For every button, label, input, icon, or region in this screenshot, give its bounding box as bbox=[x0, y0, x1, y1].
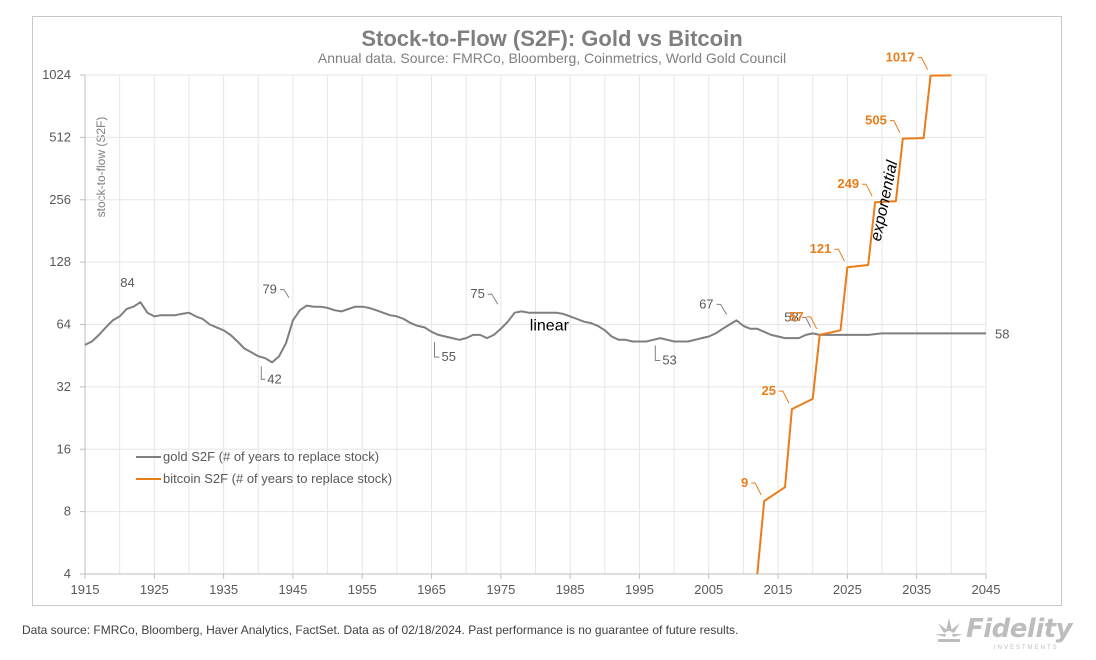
annotation-leader-line bbox=[487, 293, 499, 305]
gold-annotation-label: 42 bbox=[267, 371, 281, 386]
x-tick-label: 1915 bbox=[71, 582, 100, 597]
fidelity-logo: Fidelity INVESTMENTS bbox=[932, 612, 1092, 652]
x-tick-label: 1925 bbox=[140, 582, 169, 597]
series-lines bbox=[84, 74, 986, 575]
y-tick-label: 16 bbox=[57, 441, 71, 456]
x-tick-label: 1975 bbox=[486, 582, 515, 597]
x-tick-label: 2015 bbox=[764, 582, 793, 597]
bitcoin-annotation-label: 249 bbox=[837, 176, 859, 191]
annotation-leader-line bbox=[862, 183, 873, 197]
fidelity-pyramid-icon bbox=[935, 618, 963, 642]
x-tick-label: 2035 bbox=[902, 582, 931, 597]
footer-note: Data source: FMRCo, Bloomberg, Haver Ana… bbox=[22, 623, 739, 637]
y-axis-label: stock-to-flow (S2F) bbox=[94, 117, 108, 218]
x-tick-label: 1985 bbox=[556, 582, 585, 597]
bitcoin-annotation-label: 505 bbox=[865, 113, 887, 128]
annotation-leader-line bbox=[654, 345, 661, 361]
annotation-leader-line bbox=[778, 390, 790, 404]
x-tick-label: 1955 bbox=[348, 582, 377, 597]
y-tick-label: 64 bbox=[57, 317, 71, 332]
bitcoin-annotation-label: 1017 bbox=[886, 50, 915, 65]
gold-annotation-label: 53 bbox=[662, 352, 676, 367]
bitcoin-annotation-label: 121 bbox=[810, 241, 832, 256]
x-tick-label: 1945 bbox=[278, 582, 307, 597]
y-tick-label: 256 bbox=[49, 192, 71, 207]
x-tick-label: 1995 bbox=[625, 582, 654, 597]
annotation-leader-line bbox=[834, 248, 845, 262]
annotation-leader-line bbox=[716, 303, 728, 315]
logo-text: Fidelity bbox=[966, 614, 1073, 644]
annotation-leader-line bbox=[279, 289, 290, 298]
x-tick-label: 2025 bbox=[833, 582, 862, 597]
x-tick-label: 2045 bbox=[972, 582, 1001, 597]
gold-annotation-label: 67 bbox=[699, 296, 713, 311]
y-tick-label: 1024 bbox=[42, 67, 71, 82]
annotation-leader-line bbox=[434, 342, 440, 358]
annotations: 84 79 42 55 75 53 67 58 58 9 25 57 121 249 505 1017 line… bbox=[120, 50, 1009, 496]
bitcoin-s2f-line bbox=[756, 74, 952, 575]
x-tick-labels: 1915 1925 1935 1945 1955 1965 1975 1985 1995 2005… bbox=[71, 582, 1001, 597]
y-tick-label: 128 bbox=[49, 254, 71, 269]
bitcoin-annotation-label: 9 bbox=[741, 475, 748, 490]
chart-title: Stock-to-Flow (S2F): Gold vs Bitcoin bbox=[361, 26, 742, 51]
gold-annotation-label: 75 bbox=[470, 286, 484, 301]
linear-annotation: linear bbox=[530, 317, 570, 334]
legend-item-bitcoin: bitcoin S2F (# of years to replace stock… bbox=[163, 471, 392, 486]
grid bbox=[80, 74, 987, 579]
annotation-leader-line bbox=[806, 316, 818, 330]
y-tick-label: 32 bbox=[57, 379, 71, 394]
bitcoin-annotation-label: 25 bbox=[761, 383, 775, 398]
y-tick-label: 512 bbox=[49, 129, 71, 144]
annotation-leader-line bbox=[889, 120, 901, 133]
gold-s2f-line bbox=[84, 301, 986, 364]
annotation-leader-line bbox=[751, 482, 762, 496]
gold-annotation-label: 58 bbox=[784, 309, 798, 324]
gold-annotation-label: 58 bbox=[995, 326, 1009, 341]
logo-subtext: INVESTMENTS bbox=[994, 645, 1059, 651]
legend-item-gold: gold S2F (# of years to replace stock) bbox=[163, 449, 379, 464]
gold-annotation-label: 79 bbox=[262, 282, 276, 297]
y-tick-label: 8 bbox=[64, 504, 71, 519]
gold-annotation-label: 55 bbox=[442, 349, 456, 364]
annotation-leader-line bbox=[801, 316, 812, 328]
y-tick-label: 4 bbox=[64, 566, 71, 581]
annotation-leader-line bbox=[260, 366, 266, 380]
y-tick-labels: 1024 512 256 128 64 32 16 8 4 bbox=[42, 67, 71, 581]
chart-frame: Stock-to-Flow (S2F): Gold vs Bitcoin Ann… bbox=[32, 16, 1062, 606]
bitcoin-annotation-label: 57 bbox=[789, 309, 803, 324]
gold-annotation-label: 84 bbox=[120, 275, 134, 290]
annotation-leader-line bbox=[917, 57, 929, 70]
x-tick-label: 1965 bbox=[417, 582, 446, 597]
x-tick-label: 2005 bbox=[694, 582, 723, 597]
chart-subtitle: Annual data. Source: FMRCo, Bloomberg, C… bbox=[318, 50, 786, 66]
chart-svg: Stock-to-Flow (S2F): Gold vs Bitcoin Ann… bbox=[42, 26, 1009, 597]
x-tick-label: 1935 bbox=[209, 582, 238, 597]
legend: gold S2F (# of years to replace stock) bi… bbox=[136, 449, 392, 486]
